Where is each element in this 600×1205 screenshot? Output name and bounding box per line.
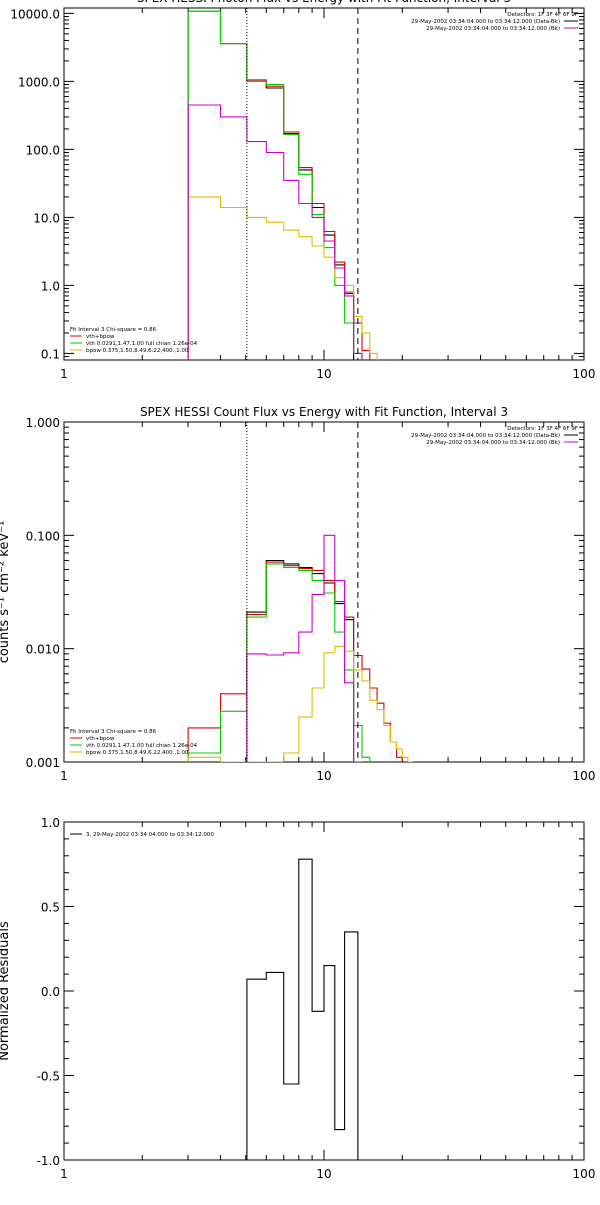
resid-x-tick-label: 100: [573, 1167, 596, 1181]
photon-series-vth-bpow: [187, 10, 371, 360]
resid-x-tick-label: 1: [60, 1167, 68, 1181]
resid-x-tick-label: 10: [316, 1167, 331, 1181]
photon-header-line: 29-May-2002 03:34:04.000 to 03:34:12.000…: [426, 26, 560, 32]
resid-series-residuals: [246, 858, 359, 1160]
photon-legend-entry: Fit Interval 3 Chi-square = 0.86: [70, 327, 157, 333]
photon-x-tick-label: 10: [316, 367, 331, 381]
photon-header-line: Detectors: 1F 3F 4F 6F 9F: [507, 12, 578, 18]
count-y-tick-label: 0.001: [26, 756, 60, 770]
resid-y-tick-label: 0.5: [41, 901, 60, 915]
photon-legend-entry: vth 0.0291,1.47,1.00 full chian 1.26e-04: [86, 341, 198, 347]
photon-legend-entry: vth+bpow: [86, 334, 115, 340]
resid-y-tick-label: 1.0: [41, 816, 60, 830]
count-y-tick-label: 0.100: [26, 529, 60, 543]
count-series-vth: [187, 563, 371, 762]
count-series-vth-bpow: [187, 561, 403, 762]
photon-series-group: [187, 10, 378, 360]
photon-axes-frame: [63, 7, 585, 361]
resid-y-axis-label: Normalized Residuals: [0, 921, 12, 1061]
count-series-bpow: [187, 645, 413, 762]
photon-series-data: [187, 10, 355, 360]
count-y-tick-label: 0.010: [26, 643, 60, 657]
count-header-line: 29-May-2002 03:34:04.000 to 03:34:12.000…: [411, 433, 560, 439]
photon-series-bk: [187, 104, 363, 360]
photon-chart: 1 10 100 0.1 1.0 10.0 100.0 1000.0 10000.0 SPEX H…: [10, 0, 595, 381]
count-legend-entry: vth+bpow: [86, 736, 115, 742]
photon-legend-entry: bpow 0.375,1.50,8.49,6.22,400.,1.00: [86, 348, 189, 354]
count-series-data: [246, 559, 355, 762]
resid-y-tick-label: 0.0: [41, 985, 60, 999]
count-legend-entry: Fit Interval 3 Chi-square = 0.86: [70, 729, 157, 735]
count-x-tick-label: 100: [573, 769, 596, 783]
photon-x-tick-label: 1: [60, 367, 68, 381]
count-y-tick-label: 1.000: [26, 416, 60, 430]
photon-y-tick-label: 0.1: [41, 347, 60, 361]
count-header-line: Detectors: 1F 3F 4F 6F 9F: [507, 426, 578, 432]
count-header-line: 29-May-2002 03:34:04.000 to 03:34:12.000…: [426, 440, 560, 446]
photon-y-tick-label: 1.0: [41, 279, 60, 293]
photon-y-tick-label: 10.0: [33, 211, 60, 225]
resid-y-tick-label: -1.0: [37, 1154, 60, 1168]
count-series-group: [187, 534, 413, 762]
count-x-tick-label: 1: [60, 769, 68, 783]
resid-legend-entry: 3, 29-May-2002 03:34:04.000 to 03:34:12.…: [86, 832, 214, 838]
photon-y-tick-label: 1000.0: [18, 75, 60, 89]
count-title: SPEX HESSI Count Flux vs Energy with Fit…: [140, 405, 508, 419]
photon-title: SPEX HESSI Photon Flux vs Energy with Fi…: [137, 0, 511, 5]
resid-chart: 1 10 100 -1.0 -0.5 0.0 0.5 1.0 Normalized Residu…: [0, 816, 595, 1181]
count-chart: 1 10 100 0.001 0.010 0.100 1.000 SPEX HESSI Cou…: [0, 405, 595, 783]
resid-y-tick-label: -0.5: [37, 1070, 60, 1084]
count-x-tick-label: 10: [316, 769, 331, 783]
photon-series-bpow: [187, 196, 378, 360]
count-series-bk: [246, 534, 362, 762]
count-y-axis-label: counts s⁻¹ cm⁻² keV⁻¹: [0, 521, 12, 664]
photon-y-tick-label: 100.0: [26, 143, 60, 157]
photon-x-tick-label: 100: [573, 367, 596, 381]
count-legend-entry: vth 0.0291,1.47,1.00 full chian 1.26e-04: [86, 743, 198, 749]
photon-y-tick-label: 10000.0: [10, 7, 60, 21]
photon-series-vth: [187, 10, 363, 360]
photon-header-line: 29-May-2002 03:34:04.000 to 03:34:12.000…: [411, 19, 560, 25]
count-legend-entry: bpow 0.375,1.50,8.49,6.22,400.,1.00: [86, 750, 189, 756]
resid-series-group: [246, 858, 359, 1160]
